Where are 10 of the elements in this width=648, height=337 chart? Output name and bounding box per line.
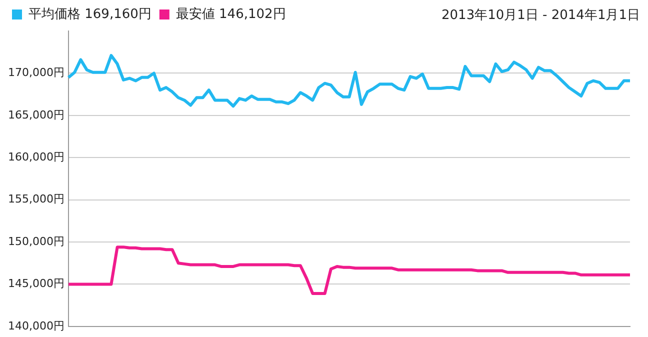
y-tick-label: 155,000円 — [8, 192, 64, 206]
legend-label: 最安値 146,102円 — [176, 6, 286, 22]
y-tick-label: 170,000円 — [8, 66, 64, 80]
y-tick-label: 145,000円 — [8, 277, 64, 290]
y-tick-label: 160,000円 — [8, 150, 64, 164]
text: 2013年10月1日 - 2014年1月1日 — [442, 7, 640, 24]
y-tick-label: 140,000円 — [8, 319, 64, 332]
y-tick-label: 150,000円 — [8, 234, 64, 248]
legend-label: 平均価格 169,160円 — [28, 6, 152, 22]
y-tick-label: 165,000円 — [8, 108, 64, 122]
